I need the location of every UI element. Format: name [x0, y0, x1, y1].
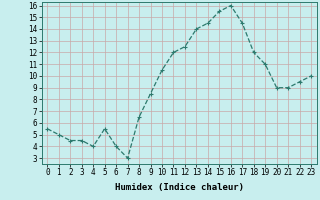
X-axis label: Humidex (Indice chaleur): Humidex (Indice chaleur) [115, 183, 244, 192]
